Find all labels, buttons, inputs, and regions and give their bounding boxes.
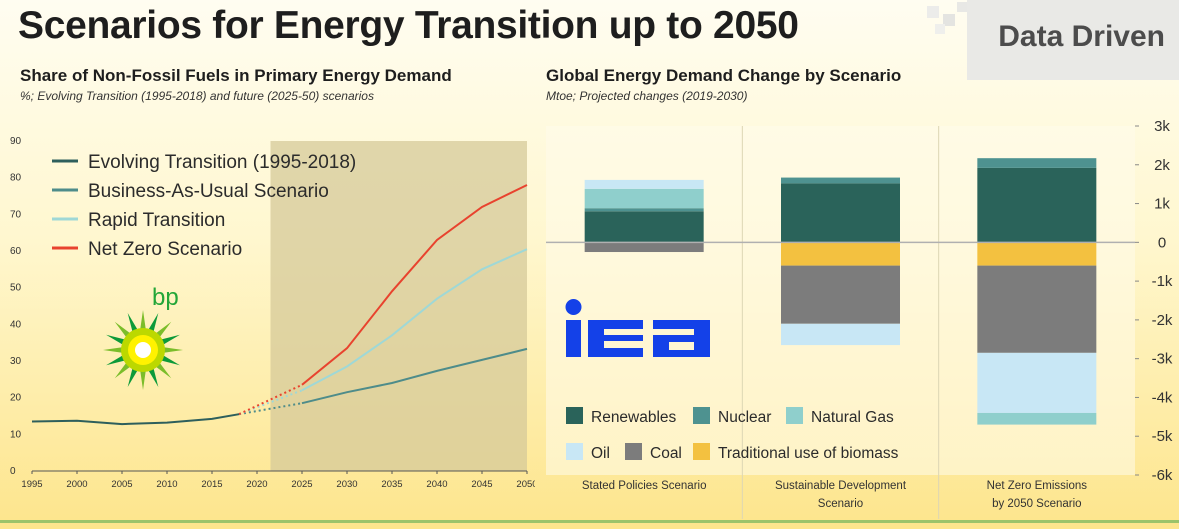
series-line (31, 413, 240, 426)
y-tick-label: -5k (1152, 428, 1173, 445)
x-tick-label: 2025 (291, 479, 312, 490)
category-label: by 2050 Scenario (992, 498, 1082, 510)
legend-label: Traditional use of biomass (718, 445, 899, 462)
bar-segment (584, 208, 704, 212)
left-chart-note: %; Evolving Transition (1995-2018) and f… (20, 89, 374, 103)
checker-decoration (927, 2, 967, 34)
x-tick-label: 2045 (471, 479, 492, 490)
y-tick-label: -6k (1152, 467, 1173, 484)
y-tick-label: 10 (10, 429, 22, 440)
iea-letter-i-stem (566, 320, 581, 357)
category-label: Net Zero Emissions (987, 480, 1088, 492)
y-tick-label: 70 (10, 209, 22, 220)
series-line (301, 184, 528, 386)
bar-segment (977, 167, 1097, 243)
legend-swatch (693, 407, 710, 424)
right-chart-title: Global Energy Demand Change by Scenario (546, 66, 902, 85)
legend-swatch (566, 407, 583, 424)
y-tick-label: 0 (1158, 234, 1166, 251)
x-tick-label: 2000 (66, 479, 87, 490)
legend-swatch (625, 443, 642, 460)
category-label: Sustainable Development (775, 480, 907, 492)
iea-logo (565, 299, 710, 357)
legend-label: Net Zero Scenario (88, 239, 242, 260)
x-tick-label: 2040 (426, 479, 447, 490)
x-tick-label: 2020 (246, 479, 267, 490)
bar-segment (977, 242, 1097, 266)
dotted-connector (238, 402, 303, 416)
legend-swatch (566, 443, 583, 460)
bar-segment (584, 179, 704, 189)
bottom-rule (0, 520, 1179, 523)
brand-banner: Data Driven (927, 0, 1179, 80)
stacked-bar-chart: 3k 2k 1k 0 -1k -2k -3k -4k -5k -6k Stated Policies… (546, 118, 1173, 519)
legend-swatch (693, 443, 710, 460)
x-tick-label: 2050 (516, 479, 535, 490)
bp-wordmark: bp (152, 284, 179, 311)
bar-segment (781, 242, 900, 266)
right-chart-note: Mtoe; Projected changes (2019-2030) (546, 89, 748, 103)
legend-label: Business-As-Usual Scenario (88, 181, 329, 202)
bar-segment (977, 412, 1097, 425)
y-tick-label: 30 (10, 356, 22, 367)
bar-segment (977, 265, 1097, 353)
y-tick-label: 90 (10, 136, 22, 147)
x-tick-label: 2010 (156, 479, 177, 490)
x-tick-label: 2030 (336, 479, 357, 490)
forecast-shaded-region (270, 141, 527, 471)
dotted-connector (238, 383, 303, 416)
bar-segment (584, 188, 704, 209)
iea-letter-e (588, 320, 643, 357)
legend-label: Oil (591, 445, 610, 462)
y-tick-label: 60 (10, 246, 22, 257)
y-tick-label: 1k (1154, 196, 1170, 213)
series-line (301, 347, 528, 405)
category-label: Scenario (818, 498, 863, 510)
bar-segment (781, 183, 900, 243)
bar-segment (977, 158, 1097, 168)
legend-label: Coal (650, 445, 682, 462)
y-tick-label: -2k (1152, 312, 1173, 329)
x-tick-label: 2005 (111, 479, 132, 490)
bar-segment (781, 177, 900, 184)
bar-segment (781, 265, 900, 324)
bp-center (135, 342, 151, 358)
iea-letter-a (653, 320, 710, 357)
category-label: Stated Policies Scenario (582, 480, 707, 492)
y-tick-label: 40 (10, 319, 22, 330)
page-title: Scenarios for Energy Transition up to 20… (18, 4, 799, 47)
x-tick-label: 1995 (21, 479, 42, 490)
y-tick-label: 50 (10, 283, 22, 294)
legend-label: Rapid Transition (88, 210, 225, 231)
left-chart-title: Share of Non-Fossil Fuels in Primary Ene… (20, 66, 452, 85)
bar-segment (781, 323, 900, 346)
y-tick-label: -4k (1152, 389, 1173, 406)
y-tick-label: 3k (1154, 118, 1170, 135)
bar-segment (584, 242, 704, 253)
y-tick-label: 2k (1154, 157, 1170, 174)
bar-segment (977, 352, 1097, 413)
iea-letter-i-dot (565, 299, 582, 315)
legend-swatch (786, 407, 803, 424)
legend-label: Natural Gas (811, 409, 894, 426)
x-tick-label: 2015 (201, 479, 222, 490)
legend-label: Renewables (591, 409, 677, 426)
legend-label: Evolving Transition (1995-2018) (88, 152, 356, 173)
y-tick-label: 80 (10, 173, 22, 184)
y-tick-label: 20 (10, 393, 22, 404)
y-tick-label: 0 (10, 466, 16, 477)
series-line (301, 248, 528, 392)
y-tick-label: -1k (1152, 273, 1173, 290)
brand-name: Data Driven (998, 20, 1165, 53)
bar-segment (584, 211, 704, 243)
y-tick-label: -3k (1152, 351, 1173, 368)
bp-logo (103, 310, 183, 390)
x-tick-label: 2035 (381, 479, 402, 490)
legend-label: Nuclear (718, 409, 771, 426)
